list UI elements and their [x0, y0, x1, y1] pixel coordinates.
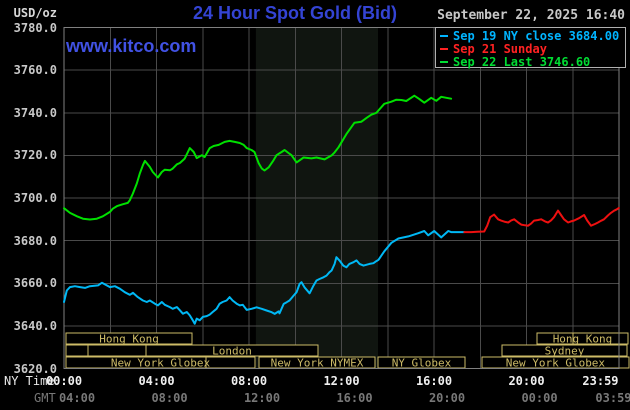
- y-axis-tick-label: 3660.0: [13, 276, 57, 291]
- legend-line-marker: [440, 47, 448, 50]
- session-label: New York Globex: [111, 357, 211, 370]
- chart-date-time: September 22, 2025 16:40: [437, 8, 625, 23]
- session-label: NY Globex: [392, 357, 452, 370]
- y-axis-tick-label: 3700.0: [13, 191, 57, 205]
- ny-time-axis-label: NY Time: [4, 374, 55, 388]
- x-axis-ny-tick-label: 12:00: [323, 374, 360, 388]
- x-axis-ny-tick-label: 00:00: [45, 374, 83, 388]
- x-axis-gmt-tick-label: 20:00: [428, 391, 466, 405]
- sep19-close-line: [63, 230, 466, 325]
- y-axis-tick-label: 3740.0: [13, 105, 57, 120]
- session-label: New York Globex: [506, 357, 606, 370]
- market-session-box: [65, 344, 89, 357]
- y-axis-tick-label: 3620.0: [13, 361, 57, 376]
- x-axis-gmt-tick-label: 16:00: [336, 391, 373, 405]
- kitco-watermark-link[interactable]: www.kitco.com: [66, 36, 197, 56]
- y-axis-unit-label: USD/oz: [13, 6, 57, 20]
- x-axis-gmt-tick-label: 00:00: [521, 391, 558, 405]
- plot-frame: [63, 27, 620, 369]
- market-session-box: [65, 332, 193, 345]
- x-axis-gmt-tick-label: 12:00: [243, 391, 281, 405]
- sep22-today-line: [63, 94, 453, 221]
- y-axis-tick-label: 3720.0: [13, 148, 57, 163]
- x-axis-gmt-tick-label: 04:00: [58, 391, 96, 405]
- sep21-sunday-line: [463, 207, 620, 234]
- session-label: Hong Kong: [99, 333, 159, 346]
- legend-item: Sep 22 Last 3746.60: [440, 54, 625, 69]
- legend-item-label: Sep 22 Last 3746.60: [453, 54, 591, 69]
- x-axis-gmt-tick-label: 08:00: [151, 391, 188, 405]
- legend-item: Sep 19 NY close 3684.00: [440, 28, 625, 43]
- y-axis-tick-label: 3760.0: [13, 63, 57, 78]
- x-axis-gmt-tick-label: 03:59: [595, 391, 630, 405]
- legend-item: Sep 21 Sunday: [440, 41, 625, 56]
- x-axis-ny-tick-label: 16:00: [415, 374, 453, 388]
- session-label: London: [212, 345, 252, 358]
- session-label: New York NYMEX: [271, 357, 364, 370]
- market-session-box: [87, 344, 147, 357]
- y-axis-tick-label: 3780.0: [13, 20, 57, 35]
- legend-item-label: Sep 19 NY close 3684.00: [453, 28, 620, 43]
- x-axis-ny-tick-label: 04:00: [138, 374, 175, 388]
- legend-item-label: Sep 21 Sunday: [453, 41, 547, 56]
- legend-line-marker: [440, 60, 448, 63]
- y-axis-tick-label: 3680.0: [13, 233, 57, 248]
- y-axis-tick-label: 3640.0: [13, 318, 57, 333]
- market-session-box: [536, 332, 629, 345]
- session-label: Sydney: [545, 345, 585, 358]
- session-label: Hong Kong: [553, 333, 613, 346]
- legend: Sep 19 NY close 3684.00 Sep 21 Sunday Sep …: [435, 27, 626, 69]
- market-session-box: [145, 344, 319, 357]
- market-session-box: [501, 344, 628, 357]
- x-axis-ny-tick-label: 20:00: [508, 374, 545, 388]
- x-axis-ny-tick-label: 23:59: [582, 374, 619, 388]
- page-title: 24 Hour Spot Gold (Bid): [193, 3, 397, 23]
- x-axis-ny-tick-label: 08:00: [230, 374, 268, 388]
- gmt-axis-label: GMT: [34, 391, 56, 405]
- legend-line-marker: [440, 34, 448, 37]
